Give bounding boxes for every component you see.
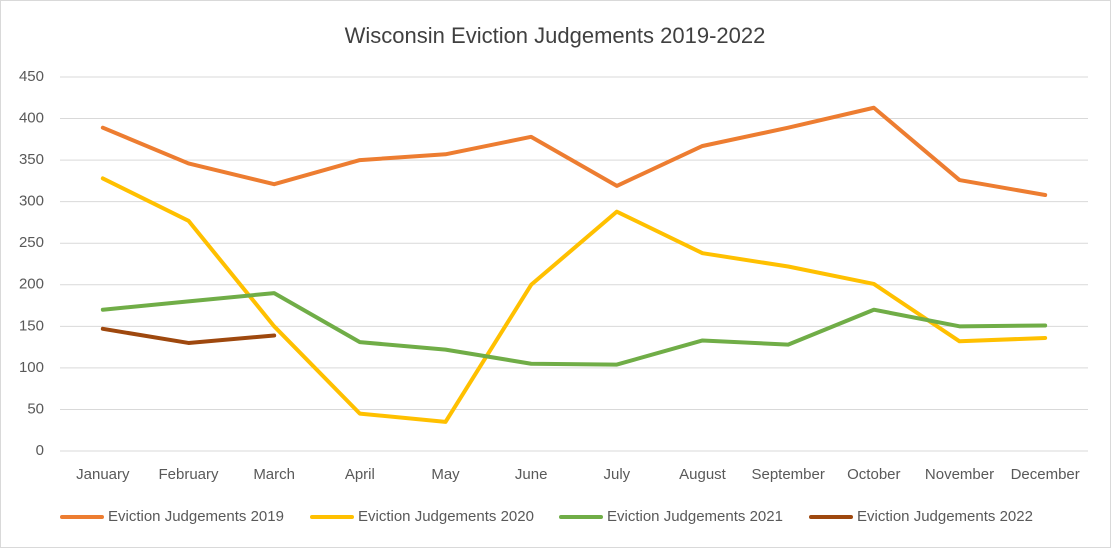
x-tick-label: February bbox=[158, 466, 219, 483]
y-tick-label: 50 bbox=[27, 400, 44, 417]
x-tick-label: May bbox=[431, 466, 460, 483]
y-tick-label: 0 bbox=[36, 442, 44, 459]
y-tick-label: 150 bbox=[19, 317, 44, 334]
x-tick-label: December bbox=[1011, 466, 1080, 483]
y-tick-label: 450 bbox=[19, 68, 44, 85]
x-tick-label: June bbox=[515, 466, 548, 483]
legend-label: Eviction Judgements 2021 bbox=[607, 508, 783, 525]
y-tick-label: 200 bbox=[19, 276, 44, 293]
y-tick-label: 400 bbox=[19, 110, 44, 127]
chart-title: Wisconsin Eviction Judgements 2019-2022 bbox=[345, 23, 766, 48]
x-tick-label: March bbox=[253, 466, 295, 483]
x-tick-label: August bbox=[679, 466, 727, 483]
y-tick-label: 100 bbox=[19, 359, 44, 376]
y-tick-label: 300 bbox=[19, 193, 44, 210]
x-tick-label: November bbox=[925, 466, 994, 483]
y-tick-label: 250 bbox=[19, 234, 44, 251]
series-line bbox=[100, 291, 1048, 367]
legend-label: Eviction Judgements 2019 bbox=[108, 508, 284, 525]
series-line bbox=[100, 326, 277, 345]
x-tick-label: April bbox=[345, 466, 375, 483]
x-tick-label: January bbox=[76, 466, 130, 483]
legend-label: Eviction Judgements 2022 bbox=[857, 508, 1033, 525]
x-tick-label: July bbox=[603, 466, 630, 483]
series-line bbox=[100, 176, 1048, 424]
x-tick-label: October bbox=[847, 466, 900, 483]
legend-label: Eviction Judgements 2020 bbox=[358, 508, 534, 525]
x-tick-label: September bbox=[751, 466, 824, 483]
series-line bbox=[100, 105, 1048, 198]
y-tick-label: 350 bbox=[19, 151, 44, 168]
